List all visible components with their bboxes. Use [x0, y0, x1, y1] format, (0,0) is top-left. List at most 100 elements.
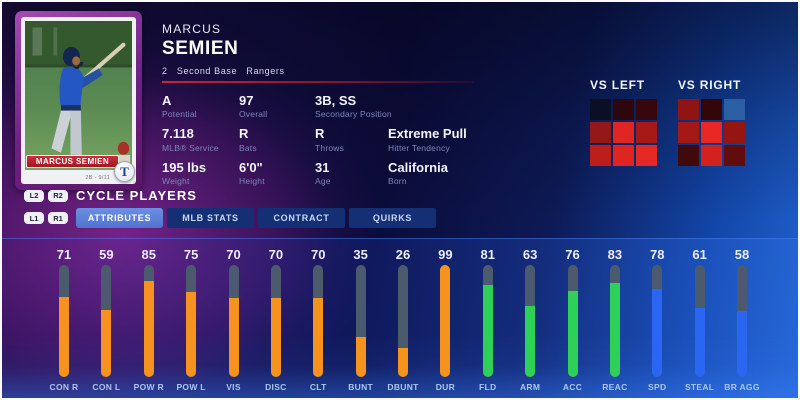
attribute-label: ARM [519, 382, 541, 392]
card-name-banner: MARCUS SEMIEN [26, 155, 119, 168]
attribute-bar-track [228, 265, 239, 377]
attribute-bar-fill [694, 308, 705, 377]
stat-overall: 97 Overall [239, 93, 268, 120]
attribute-bar-fill [398, 347, 408, 377]
r2-button-badge: R2 [48, 189, 68, 202]
attribute-bar-pow-r: 85 POW R [128, 247, 170, 392]
attribute-bar-track [270, 265, 281, 377]
card-note: 2B - 9/11 [85, 175, 110, 181]
heatmap-cell [613, 122, 634, 143]
attribute-value: 75 [183, 247, 199, 262]
attribute-bar-reac: 83 REAC [594, 247, 636, 392]
attribute-bar-dbunt: 26 DBUNT [382, 247, 424, 392]
attribute-value: 26 [395, 247, 411, 262]
heatmap-cell [701, 99, 722, 120]
tab-contract[interactable]: CONTRACT [258, 208, 345, 228]
attribute-bar-spd: 78 SPD [636, 247, 678, 392]
attribute-label: CON L [92, 382, 121, 392]
heatmap-cell [678, 99, 699, 120]
attribute-bar-fill [228, 297, 239, 377]
attribute-value: 63 [522, 247, 538, 262]
stat-hitter-tendency: Extreme Pull Hitter Tendency [388, 126, 467, 153]
player-photo [25, 21, 132, 170]
attribute-label: CON R [49, 382, 79, 392]
attribute-label: ACC [562, 382, 583, 392]
vs-left-title: VS LEFT [590, 78, 645, 92]
stat-bats: R Bats [239, 126, 257, 153]
attribute-label: POW L [176, 382, 206, 392]
attribute-bar-pow-l: 75 POW L [170, 247, 212, 392]
vs-right-heatmap: VS RIGHT [678, 78, 745, 166]
attribute-label: CLT [309, 382, 327, 392]
attribute-label: VIS [226, 382, 241, 392]
attribute-value: 61 [692, 247, 707, 262]
stat-secondary-position: 3B, SS Secondary Position [315, 93, 392, 120]
stat-weight: 195 lbs Weight [162, 159, 207, 186]
attribute-value: 85 [141, 247, 156, 262]
attribute-bar-fill [440, 265, 451, 377]
bio-stats-grid: A Potential 97 Overall 3B, SS Secondary Posit… [162, 93, 582, 186]
attribute-value: 81 [480, 247, 495, 262]
stat-throws: R Throws [315, 126, 345, 153]
stat-potential: A Potential [162, 93, 197, 120]
attribute-bar-fill [609, 283, 620, 377]
heatmap-cell [701, 122, 722, 143]
attribute-label: DUR [435, 382, 456, 392]
stat-height: 6'0" Height [239, 159, 265, 186]
attribute-value: 83 [607, 247, 623, 262]
attribute-bar-fill [525, 305, 536, 377]
attribute-bar-fill [567, 291, 578, 377]
attribute-value: 99 [438, 247, 453, 262]
attribute-bar-track [694, 265, 705, 377]
attribute-value: 70 [268, 247, 284, 262]
attribute-bar-bunt: 35 BUNT [340, 247, 382, 392]
attribute-bar-con-l: 59 CON L [85, 247, 127, 392]
attribute-bar-track [313, 265, 324, 377]
tab-quirks[interactable]: QUIRKS [349, 208, 436, 228]
attribute-bar-track [398, 265, 408, 377]
player-photo-art [25, 21, 132, 170]
tab-mlb-stats[interactable]: MLB STATS [167, 208, 254, 228]
player-card: MARCUS SEMIEN 2B - 9/11 T [15, 11, 142, 190]
attribute-bar-fill [143, 280, 154, 377]
attribute-value: 71 [56, 247, 72, 262]
player-subtitle: 2 Second Base Rangers [162, 66, 285, 76]
red-divider [162, 81, 474, 83]
attribute-bar-vis: 70 VIS [213, 247, 255, 392]
attribute-bars: 71 CON R 59 CON L 85 POW R 75 POW L 70 VIS 70 DISC 7… [43, 247, 763, 392]
heatmap-cell [590, 99, 611, 120]
r1-button-badge: R1 [48, 212, 68, 224]
attribute-bar-disc: 70 DISC [255, 247, 297, 392]
player-info-panel: MARCUS SEMIEN 2 Second Base Rangers A Pot… [162, 22, 582, 194]
stat-born: California Born [388, 159, 448, 186]
attribute-value: 59 [99, 247, 114, 262]
attribute-bar-fill [101, 310, 112, 377]
tab-attributes[interactable]: ATTRIBUTES [76, 208, 163, 228]
attribute-label: FLD [479, 382, 497, 392]
attribute-bar-dur: 99 DUR [424, 247, 466, 392]
l1-button-badge: L1 [24, 212, 44, 224]
cycle-players-label: CYCLE PLAYERS [76, 188, 197, 203]
attribute-value: 76 [565, 247, 580, 262]
heatmap-cell [678, 145, 699, 166]
attribute-bar-track [355, 265, 366, 377]
attribute-bar-fill [186, 292, 197, 377]
heatmap-cell [636, 145, 657, 166]
attribute-value: 70 [311, 247, 326, 262]
attribute-bar-con-r: 71 CON R [43, 247, 85, 392]
heatmap-cell [613, 145, 634, 166]
stat-mlb-service: 7.118 MLB® Service [162, 126, 219, 153]
attribute-bar-track [143, 265, 154, 377]
attribute-bar-track [101, 265, 112, 377]
vs-left-grid [590, 99, 657, 166]
attribute-value: 70 [226, 247, 241, 262]
player-last-name: SEMIEN [162, 38, 239, 59]
attribute-bar-acc: 76 ACC [552, 247, 594, 392]
vs-left-heatmap: VS LEFT [590, 78, 657, 166]
attribute-bar-fill [59, 296, 69, 377]
attribute-bar-fill [355, 337, 366, 377]
attribute-bar-track [652, 265, 663, 377]
attribute-bar-track [609, 265, 620, 377]
attribute-bar-clt: 70 CLT [297, 247, 339, 392]
